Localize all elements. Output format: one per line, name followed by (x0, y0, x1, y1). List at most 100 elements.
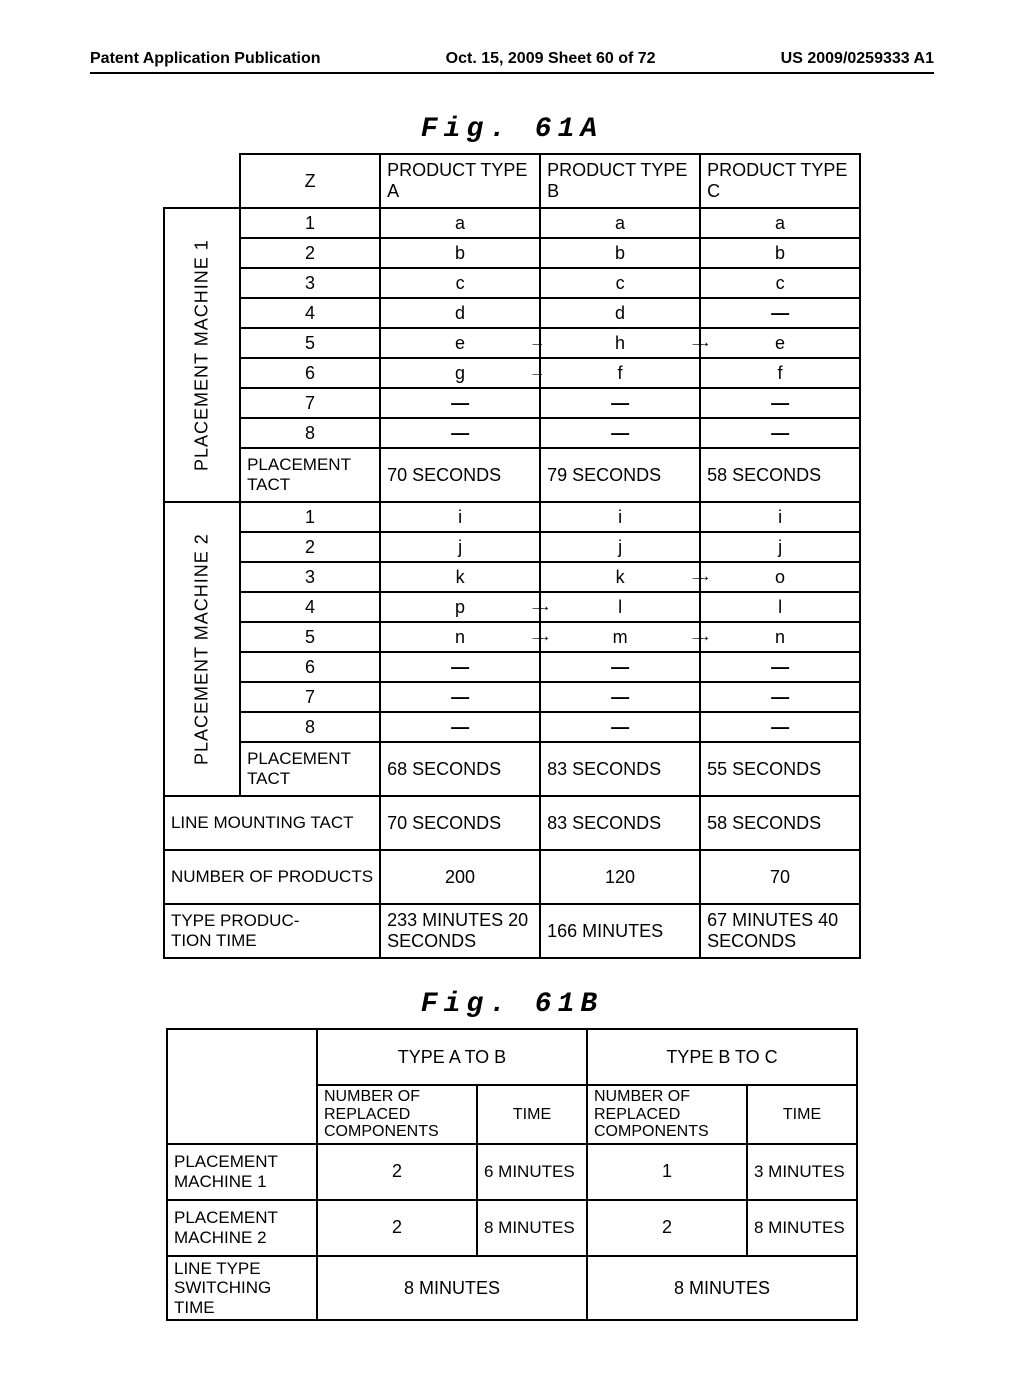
m2-z2: 2 (240, 532, 380, 562)
m1-z2: 2 (240, 238, 380, 268)
m1-z8: 8 (240, 418, 380, 448)
m1-c4: — (700, 298, 860, 328)
b-m1-ab-t: 6 MINUTES (477, 1144, 587, 1200)
m1-z4: 4 (240, 298, 380, 328)
machine1-label: PLACEMENT MACHINE 1 (164, 208, 240, 502)
m1-z1: 1 (240, 208, 380, 238)
m1-a4: d (380, 298, 540, 328)
m2-b7: — (540, 682, 700, 712)
m1-a3: c (380, 268, 540, 298)
sub-time-bc: TIME (747, 1085, 857, 1144)
header-center: Oct. 15, 2009 Sheet 60 of 72 (446, 50, 656, 68)
m1-tact-a: 70 SECONDS (380, 448, 540, 502)
num-prod-b: 120 (540, 850, 700, 904)
m2-a3: k (380, 562, 540, 592)
m1-a5: e→ (380, 328, 540, 358)
b-sw-label: LINE TYPE SWITCHING TIME (167, 1256, 317, 1321)
m2-b4-val: l (618, 597, 622, 617)
m2-z8: 8 (240, 712, 380, 742)
m2-tact-a: 68 SECONDS (380, 742, 540, 796)
grp-ab: TYPE A TO B (317, 1029, 587, 1085)
m2-b8: — (540, 712, 700, 742)
m1-b6: f (540, 358, 700, 388)
m1-tact-c: 58 SECONDS (700, 448, 860, 502)
arrow-icon: → (695, 568, 711, 586)
prod-time-c: 67 MINUTES 40 SECONDS (700, 904, 860, 958)
sub-num-ab: NUMBER OF REPLACED COMPONENTS (317, 1085, 477, 1144)
m2-c5: →n (700, 622, 860, 652)
m2-z4: 4 (240, 592, 380, 622)
b-sw-bc: 8 MINUTES (587, 1256, 857, 1321)
col-c-header: PRODUCT TYPE C (700, 154, 860, 208)
line-tact-c: 58 SECONDS (700, 796, 860, 850)
m1-a1: a (380, 208, 540, 238)
col-a-header: PRODUCT TYPE A (380, 154, 540, 208)
m2-z6: 6 (240, 652, 380, 682)
b-sw-ab: 8 MINUTES (317, 1256, 587, 1321)
m1-c1: a (700, 208, 860, 238)
m2-a4-val: p (455, 597, 465, 617)
m1-z7: 7 (240, 388, 380, 418)
m2-a1: i (380, 502, 540, 532)
fig-61a-title: Fig. 61A (90, 114, 934, 145)
header-left: Patent Application Publication (90, 50, 321, 68)
m1-b5: h→ (540, 328, 700, 358)
m1-c5: →e (700, 328, 860, 358)
m1-c2: b (700, 238, 860, 268)
m1-c7: — (700, 388, 860, 418)
m2-a2: j (380, 532, 540, 562)
m1-a7: — (380, 388, 540, 418)
m2-z7: 7 (240, 682, 380, 712)
fig-61b-title: Fig. 61B (90, 989, 934, 1020)
m1-a5-val: e (455, 333, 465, 353)
b-m1-bc-t: 3 MINUTES (747, 1144, 857, 1200)
m1-b8: — (540, 418, 700, 448)
m2-c7: — (700, 682, 860, 712)
sub-time-ab: TIME (477, 1085, 587, 1144)
line-tact-label: LINE MOUNTING TACT (164, 796, 380, 850)
m1-b4: d (540, 298, 700, 328)
m2-b5-val: m (613, 627, 628, 647)
m1-tact-b: 79 SECONDS (540, 448, 700, 502)
m2-b3: k→ (540, 562, 700, 592)
m2-b6: — (540, 652, 700, 682)
m2-a5: n→ (380, 622, 540, 652)
m2-b4: →l (540, 592, 700, 622)
m1-tact-label: PLACEMENT TACT (240, 448, 380, 502)
m2-tact-c: 55 SECONDS (700, 742, 860, 796)
num-prod-a: 200 (380, 850, 540, 904)
m1-a6-val: g (455, 363, 465, 383)
table-fig61a: Z PRODUCT TYPE A PRODUCT TYPE B PRODUCT … (163, 153, 861, 959)
m1-c6: f (700, 358, 860, 388)
m2-a4: p→ (380, 592, 540, 622)
header-right: US 2009/0259333 A1 (781, 50, 934, 68)
page-header: Patent Application Publication Oct. 15, … (90, 50, 934, 74)
line-tact-a: 70 SECONDS (380, 796, 540, 850)
num-prod-c: 70 (700, 850, 860, 904)
m1-b7: — (540, 388, 700, 418)
prod-time-a: 233 MINUTES 20 SECONDS (380, 904, 540, 958)
b-m2-ab-n: 2 (317, 1200, 477, 1256)
m1-c3: c (700, 268, 860, 298)
m2-tact-label: PLACEMENT TACT (240, 742, 380, 796)
m2-a8: — (380, 712, 540, 742)
m1-z5: 5 (240, 328, 380, 358)
m2-a5-val: n (455, 627, 465, 647)
m1-b1: a (540, 208, 700, 238)
m1-b2: b (540, 238, 700, 268)
b-m2-ab-t: 8 MINUTES (477, 1200, 587, 1256)
sub-num-bc: NUMBER OF REPLACED COMPONENTS (587, 1085, 747, 1144)
m2-z5: 5 (240, 622, 380, 652)
grp-bc: TYPE B TO C (587, 1029, 857, 1085)
arrow-icon: → (695, 334, 711, 352)
m2-c6: — (700, 652, 860, 682)
table-fig61b: TYPE A TO B TYPE B TO C NUMBER OF REPLAC… (166, 1028, 858, 1321)
arrow-icon: → (535, 598, 551, 616)
m1-c5-val: e (775, 333, 785, 353)
m2-b5: →m→ (540, 622, 700, 652)
arrow-icon: → (695, 628, 711, 646)
m2-c3: →o (700, 562, 860, 592)
b-m2-bc-n: 2 (587, 1200, 747, 1256)
m1-z3: 3 (240, 268, 380, 298)
m2-z1: 1 (240, 502, 380, 532)
